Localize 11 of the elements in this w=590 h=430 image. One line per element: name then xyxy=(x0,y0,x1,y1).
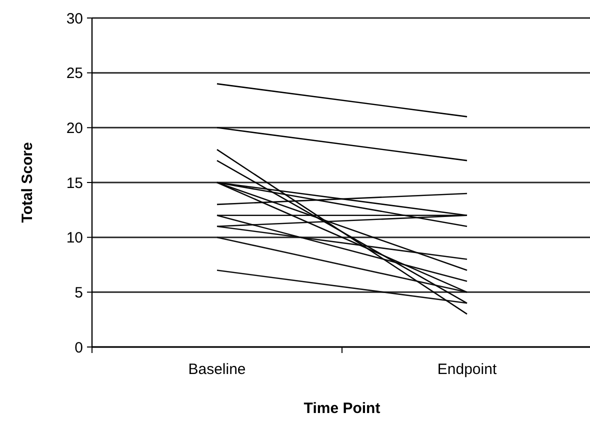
y-axis-title: Total Score xyxy=(19,142,36,223)
y-tick-label: 5 xyxy=(74,284,83,302)
y-tick-label: 30 xyxy=(66,10,83,28)
y-tick-label: 15 xyxy=(66,174,83,192)
x-axis-title: Time Point xyxy=(304,400,380,417)
y-tick-label: 0 xyxy=(74,339,83,356)
x-tick-label: Endpoint xyxy=(437,361,498,378)
y-tick-label: 25 xyxy=(66,65,83,82)
x-tick-label: Baseline xyxy=(188,361,246,378)
y-tick-label: 10 xyxy=(66,230,83,247)
y-tick-label: 20 xyxy=(66,120,83,137)
